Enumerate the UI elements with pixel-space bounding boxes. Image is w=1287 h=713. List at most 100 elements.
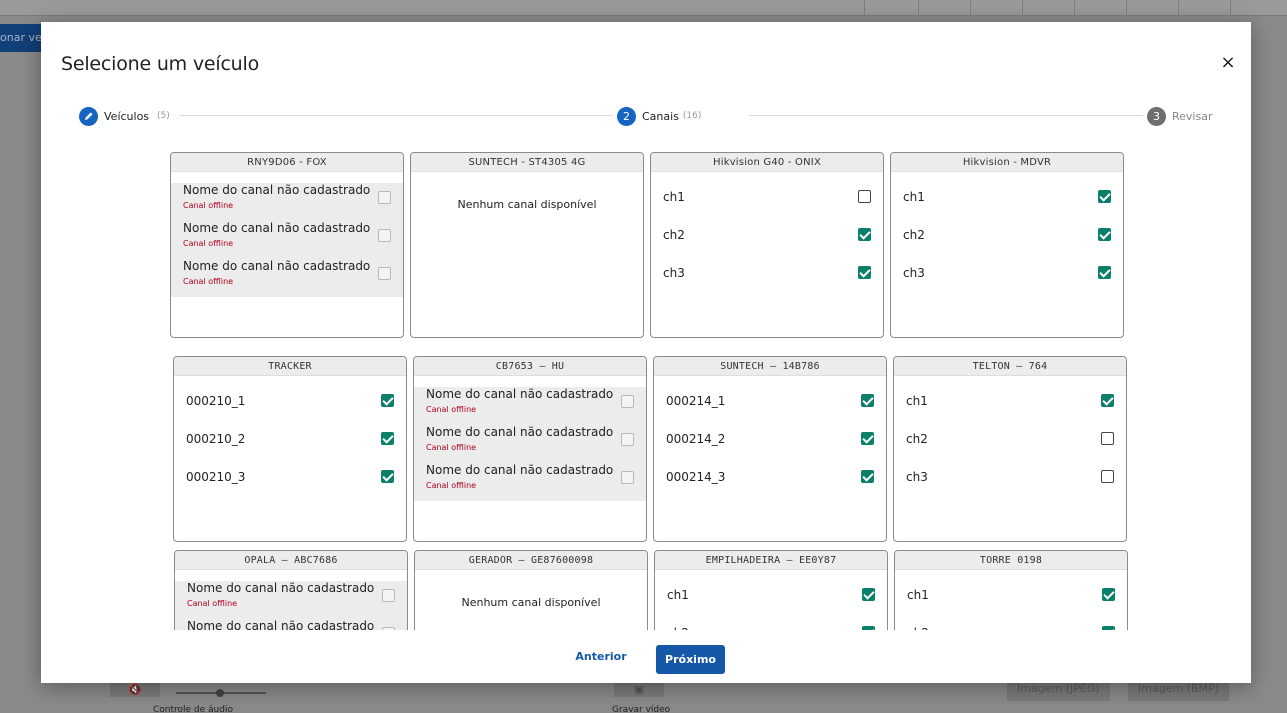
- channel-checkbox[interactable]: [378, 267, 391, 280]
- image-jpeg-button: Imagem (JPEG): [1007, 683, 1110, 701]
- vehicle-card-title: TELTON – 764: [894, 357, 1126, 376]
- channel-offline-status: Canal offline: [183, 239, 234, 248]
- channel-offline-status: Canal offline: [426, 405, 477, 414]
- channel-checkbox[interactable]: [382, 627, 395, 630]
- step-vehicles[interactable]: Veículos (5): [75, 105, 174, 127]
- channel-list: Nome do canal não cadastrado Canal offlin…: [171, 183, 403, 297]
- channel-checkbox[interactable]: [381, 470, 394, 483]
- channel-checkbox[interactable]: [858, 266, 871, 279]
- channel-row[interactable]: ch2: [895, 614, 1127, 630]
- close-icon[interactable]: ×: [1220, 52, 1236, 73]
- channel-checkbox[interactable]: [381, 432, 394, 445]
- channel-row[interactable]: 000214_2: [654, 420, 886, 458]
- channel-checkbox[interactable]: [378, 191, 391, 204]
- channel-row[interactable]: ch2: [651, 216, 883, 254]
- channel-row[interactable]: ch1: [895, 576, 1127, 614]
- vehicle-card: GERADOR – GE87600098 Nenhum canal disponí…: [414, 550, 648, 630]
- channel-checkbox[interactable]: [1098, 228, 1111, 241]
- next-button[interactable]: Próximo: [656, 645, 725, 674]
- channel-checkbox[interactable]: [1098, 266, 1111, 279]
- channel-checkbox[interactable]: [858, 190, 871, 203]
- vehicle-card-title: SUNTECH - ST4305 4G: [411, 153, 643, 172]
- channel-checkbox[interactable]: [621, 395, 634, 408]
- vehicle-card: SUNTECH - ST4305 4G Nenhum canal disponív…: [410, 152, 644, 338]
- channel-row[interactable]: ch3: [894, 458, 1126, 496]
- channel-row[interactable]: 000210_2: [174, 420, 406, 458]
- channel-row[interactable]: ch1: [655, 576, 887, 614]
- step-count: (16): [682, 111, 702, 121]
- channel-name: ch2: [907, 626, 929, 630]
- channel-checkbox[interactable]: [621, 433, 634, 446]
- channel-name: 000210_2: [186, 432, 246, 446]
- step-review[interactable]: 3 Revisar: [1143, 105, 1217, 127]
- vehicle-card-title: RNY9D06 - FOX: [171, 153, 403, 172]
- channel-checkbox[interactable]: [862, 626, 875, 630]
- channel-checkbox[interactable]: [861, 470, 874, 483]
- channel-checkbox[interactable]: [1101, 432, 1114, 445]
- previous-button[interactable]: Anterior: [575, 650, 627, 663]
- vehicle-channel-grid[interactable]: RNY9D06 - FOX Nome do canal não cadastrad…: [170, 152, 1130, 630]
- channel-row[interactable]: ch2: [894, 420, 1126, 458]
- background-topbar-cell: [1178, 0, 1179, 16]
- channel-checkbox[interactable]: [1102, 626, 1115, 630]
- channel-checkbox[interactable]: [1098, 190, 1111, 203]
- vehicle-card-title: TORRE 0198: [895, 551, 1127, 570]
- channel-row[interactable]: 000214_3: [654, 458, 886, 496]
- step-number: 3: [1147, 106, 1166, 126]
- channel-checkbox[interactable]: [862, 588, 875, 601]
- channel-row[interactable]: ch1: [651, 178, 883, 216]
- channel-row[interactable]: ch3: [651, 254, 883, 292]
- background-topbar-cell: [864, 0, 865, 16]
- step-number: 2: [617, 106, 636, 126]
- vehicle-card-title: Hikvision - MDVR: [891, 153, 1123, 172]
- audio-control-label: Controle de áudio: [153, 705, 233, 713]
- step-label: Veículos: [104, 109, 150, 123]
- channel-row[interactable]: ch2: [891, 216, 1123, 254]
- no-channel-message: Nenhum canal disponível: [457, 198, 597, 211]
- channel-name: Nome do canal não cadastrado: [183, 183, 371, 197]
- channel-list: ch1 ch2 ch3: [651, 172, 883, 292]
- channel-checkbox[interactable]: [378, 229, 391, 242]
- channel-name: Nome do canal não cadastrado: [426, 463, 614, 477]
- channel-checkbox[interactable]: [381, 394, 394, 407]
- background-topbar-cell: [1022, 0, 1023, 16]
- channel-checkbox[interactable]: [1102, 588, 1115, 601]
- channel-row[interactable]: 000214_1: [654, 382, 886, 420]
- channel-checkbox[interactable]: [1101, 470, 1114, 483]
- channel-checkbox[interactable]: [861, 394, 874, 407]
- channel-row[interactable]: 000210_3: [174, 458, 406, 496]
- channel-name: Nome do canal não cadastrado: [187, 581, 375, 595]
- vehicle-card-title: SUNTECH – 14B786: [654, 357, 886, 376]
- channel-row[interactable]: ch3: [891, 254, 1123, 292]
- vehicle-card: Hikvision G40 - ONIX ch1 ch2 ch3: [650, 152, 884, 338]
- background-topbar-cell: [1126, 0, 1127, 16]
- channel-name: ch1: [663, 190, 685, 204]
- channel-row[interactable]: ch1: [894, 382, 1126, 420]
- channel-checkbox[interactable]: [1101, 394, 1114, 407]
- channel-name: ch1: [906, 394, 928, 408]
- channel-row[interactable]: ch2: [655, 614, 887, 630]
- background-controls: 🔇 Controle de áudio ▣ Gravar vídeo Image…: [0, 683, 1287, 713]
- step-channels[interactable]: 2 Canais (16): [613, 105, 706, 127]
- channel-row[interactable]: 000210_1: [174, 382, 406, 420]
- channel-checkbox[interactable]: [861, 432, 874, 445]
- vehicle-card-title: OPALA – ABC7686: [175, 551, 407, 570]
- vehicle-card: TORRE 0198 ch1 ch2: [894, 550, 1128, 630]
- channel-list: 000210_1 000210_2 000210_3: [174, 376, 406, 496]
- channel-row[interactable]: ch1: [891, 178, 1123, 216]
- channel-checkbox[interactable]: [858, 228, 871, 241]
- channel-name: ch2: [903, 228, 925, 242]
- channel-list: ch1 ch2 ch3: [891, 172, 1123, 292]
- channel-checkbox[interactable]: [382, 589, 395, 602]
- channel-list: 000214_1 000214_2 000214_3: [654, 376, 886, 496]
- channel-checkbox[interactable]: [621, 471, 634, 484]
- stepper: Veículos (5) 2 Canais (16) 3 Revisar: [75, 105, 1217, 127]
